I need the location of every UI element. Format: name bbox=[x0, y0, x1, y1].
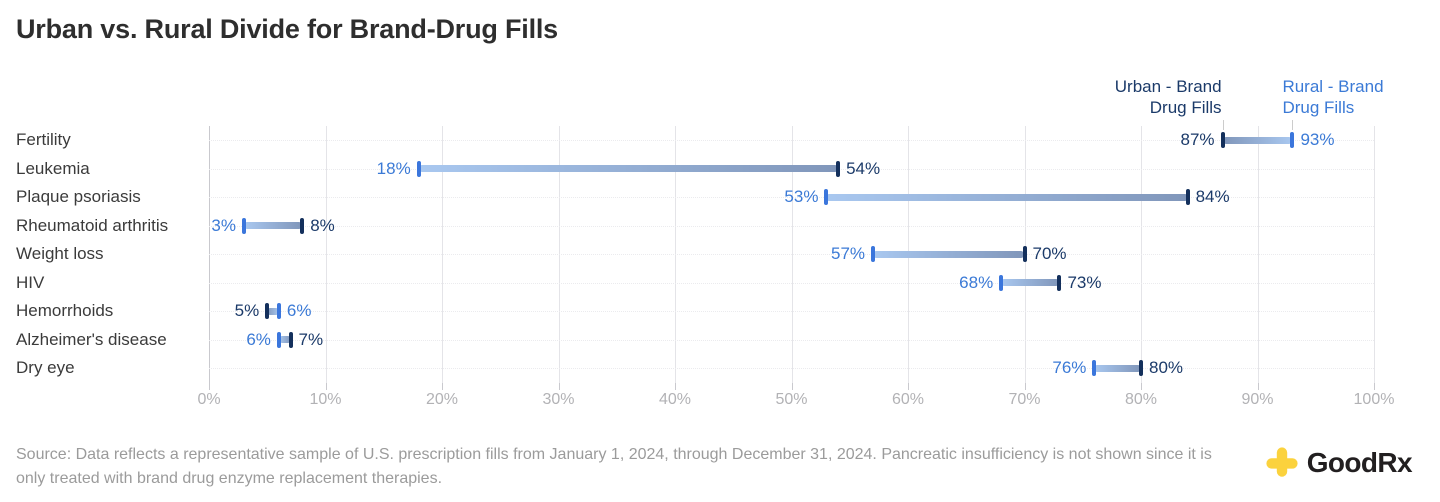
urban-cap bbox=[1220, 132, 1225, 149]
urban-cap bbox=[1022, 246, 1027, 263]
dumbbell-bar bbox=[873, 250, 1025, 258]
axis-tick-label: 90% bbox=[1241, 390, 1274, 408]
urban-value-label: 5% bbox=[234, 301, 260, 321]
rural-cap bbox=[824, 189, 829, 206]
urban-value-label: 87% bbox=[1180, 130, 1215, 150]
category-label: Plaque psoriasis bbox=[16, 187, 141, 207]
category-label: Alzheimer's disease bbox=[16, 329, 167, 349]
rural-value-label: 6% bbox=[286, 301, 312, 321]
urban-value-label: 73% bbox=[1067, 272, 1102, 292]
urban-cap bbox=[288, 331, 293, 348]
axis-tick-label: 0% bbox=[197, 390, 221, 408]
rural-value-label: 76% bbox=[1052, 358, 1087, 378]
source-note: Source: Data reflects a representative s… bbox=[16, 446, 1212, 487]
axis-tick bbox=[908, 382, 909, 390]
rural-cap bbox=[1290, 132, 1295, 149]
rural-cap bbox=[871, 246, 876, 263]
axis-tick bbox=[325, 382, 327, 390]
urban-cap bbox=[300, 217, 305, 234]
legend-rural-pointer bbox=[1292, 120, 1294, 130]
rural-cap bbox=[1092, 360, 1097, 377]
rural-value-label: 53% bbox=[784, 187, 819, 207]
axis-tick bbox=[1374, 382, 1375, 390]
axis-tick bbox=[1024, 382, 1026, 390]
axis-tick-label: 20% bbox=[425, 390, 459, 408]
row-guide-line bbox=[209, 225, 1374, 227]
axis-tick-label: 40% bbox=[658, 390, 692, 408]
urban-value-label: 7% bbox=[298, 329, 324, 349]
category-label: Weight loss bbox=[16, 244, 104, 264]
axis-tick-label: 30% bbox=[542, 390, 575, 408]
rural-cap bbox=[276, 303, 281, 320]
axis-tick-label: 50% bbox=[775, 390, 808, 408]
axis-tick bbox=[1257, 382, 1259, 390]
legend-urban-pointer bbox=[1222, 120, 1224, 130]
axis-tick-label: 10% bbox=[309, 390, 342, 408]
row-guide-line bbox=[209, 254, 1374, 256]
axis-tick bbox=[675, 382, 676, 390]
category-label: Rheumatoid arthritis bbox=[16, 215, 169, 235]
rural-cap bbox=[241, 217, 246, 234]
goodrx-logo: GoodRx bbox=[1265, 446, 1413, 480]
dumbbell-bar bbox=[1001, 279, 1060, 287]
rural-cap bbox=[999, 274, 1004, 291]
category-label: HIV bbox=[16, 272, 45, 292]
dumbbell-bar bbox=[267, 307, 279, 315]
axis-tick-label: 70% bbox=[1008, 390, 1041, 408]
row-guide-line bbox=[209, 368, 1374, 370]
urban-value-label: 54% bbox=[846, 158, 881, 178]
axis-tick bbox=[558, 382, 560, 390]
category-label: Dry eye bbox=[16, 358, 75, 378]
category-label: Fertility bbox=[16, 130, 71, 150]
axis-tick bbox=[1141, 382, 1142, 390]
axis-tick bbox=[442, 382, 443, 390]
urban-value-label: 8% bbox=[310, 215, 335, 235]
urban-cap bbox=[1139, 360, 1143, 377]
goodrx-cross-icon bbox=[1265, 446, 1299, 480]
dumbbell-bar bbox=[278, 336, 291, 344]
rural-value-label: 6% bbox=[246, 329, 271, 349]
dumbbell-bar bbox=[826, 193, 1188, 201]
rural-value-label: 18% bbox=[376, 158, 411, 178]
axis-tick-label: 100% bbox=[1353, 390, 1395, 408]
urban-cap bbox=[265, 303, 270, 320]
axis-tick bbox=[791, 382, 793, 390]
legend-urban-label: Urban - Brand Drug Fills bbox=[1114, 77, 1222, 117]
goodrx-wordmark: GoodRx bbox=[1306, 447, 1413, 478]
category-label: Leukemia bbox=[16, 158, 90, 178]
rural-cap bbox=[416, 160, 421, 177]
rural-value-label: 68% bbox=[959, 272, 994, 292]
rural-value-label: 3% bbox=[211, 215, 236, 235]
urban-value-label: 84% bbox=[1195, 187, 1230, 207]
dumbbell-bar bbox=[1094, 364, 1141, 372]
page-title: Urban vs. Rural Divide for Brand-Drug Fi… bbox=[16, 14, 558, 44]
urban-value-label: 80% bbox=[1149, 358, 1184, 378]
axis-tick-label: 60% bbox=[891, 390, 925, 408]
rural-value-label: 93% bbox=[1300, 130, 1335, 150]
legend-rural-label: Rural - Brand Drug Fills bbox=[1282, 77, 1384, 117]
gridline bbox=[1374, 126, 1375, 383]
rural-value-label: 57% bbox=[831, 244, 866, 264]
row-guide-line bbox=[209, 282, 1374, 284]
row-guide-line bbox=[209, 197, 1374, 199]
urban-cap bbox=[1185, 189, 1190, 206]
row-guide-line bbox=[209, 311, 1374, 313]
row-guide-line bbox=[209, 339, 1374, 341]
category-label: Hemorrhoids bbox=[16, 301, 114, 321]
urban-cap bbox=[1057, 274, 1062, 291]
axis-tick bbox=[209, 382, 210, 390]
dumbbell-bar bbox=[418, 165, 839, 173]
row-guide-line bbox=[209, 140, 1374, 142]
dumbbell-bar bbox=[1222, 136, 1293, 144]
dumbbell-bar bbox=[243, 222, 303, 230]
rural-cap bbox=[276, 331, 281, 348]
urban-cap bbox=[836, 160, 841, 177]
urban-value-label: 70% bbox=[1032, 244, 1067, 264]
axis-tick-label: 80% bbox=[1124, 390, 1158, 408]
